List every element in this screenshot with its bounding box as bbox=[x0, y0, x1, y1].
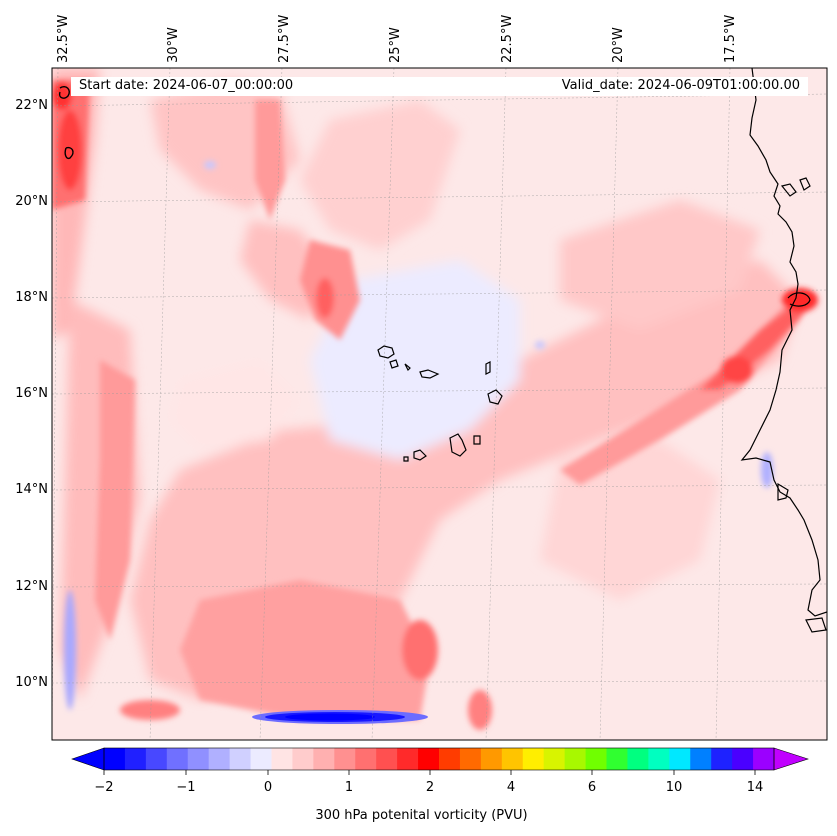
colorbar-cell bbox=[397, 748, 419, 770]
colorbar-title-text: 300 hPa potenital vorticity (PVU) bbox=[315, 808, 528, 823]
colorbar-cell bbox=[480, 748, 503, 770]
lon-label-25w: 25°W bbox=[388, 27, 403, 63]
colorbar-cell bbox=[418, 748, 440, 770]
lat-label-20n: 20°N bbox=[15, 194, 48, 209]
colorbar-cell bbox=[313, 748, 335, 770]
colorbar-cell bbox=[124, 748, 147, 770]
colorbar-cell bbox=[711, 748, 733, 770]
colorbar-cell bbox=[187, 748, 210, 770]
colorbar-cell bbox=[271, 748, 293, 770]
colorbar-cell bbox=[522, 748, 545, 770]
colorbar-cell bbox=[501, 748, 524, 770]
colorbar-tick-label: 6 bbox=[587, 780, 597, 795]
colorbar-cell bbox=[376, 748, 398, 770]
colorbar-extend-max bbox=[773, 747, 809, 771]
colorbar-cell bbox=[627, 748, 649, 770]
gridlines bbox=[52, 68, 827, 740]
lon-label-30w: 30°W bbox=[166, 27, 181, 63]
lat-label-16n: 16°N bbox=[15, 386, 48, 401]
lat-label-12n: 12°N bbox=[15, 579, 48, 594]
lon-label-17-5w: 17.5°W bbox=[723, 14, 738, 63]
colorbar-title: 300 hPa potenital vorticity (PVU) bbox=[0, 808, 837, 823]
colorbar-cell bbox=[606, 748, 628, 770]
colorbar-cell bbox=[669, 748, 691, 770]
coastline-west-africa bbox=[740, 68, 827, 633]
colorbar-cell bbox=[145, 748, 168, 770]
colorbar-cell bbox=[585, 748, 607, 770]
colorbar-cell bbox=[292, 748, 314, 770]
colorbar-cell bbox=[104, 748, 126, 770]
colorbar-tick-label: 4 bbox=[506, 780, 516, 795]
colorbar-tick-label: 2 bbox=[425, 780, 435, 795]
colorbar-cell bbox=[250, 748, 272, 770]
colorbar-cell bbox=[543, 748, 566, 770]
colorbar-tick-label: 1 bbox=[344, 780, 354, 795]
info-banner bbox=[71, 77, 808, 96]
coastline-west-edge bbox=[58, 86, 74, 160]
lon-label-22-5w: 22.5°W bbox=[500, 14, 515, 63]
colorbar bbox=[71, 747, 809, 775]
colorbar-tick-label: 10 bbox=[665, 780, 683, 795]
map-frame bbox=[51, 67, 828, 741]
pv-field bbox=[52, 68, 827, 740]
valid-date-text: Valid_date: 2024-06-09T01:00:00.00 bbox=[561, 78, 800, 93]
lat-label-22n: 22°N bbox=[15, 98, 48, 113]
cape-verde-islands bbox=[377, 345, 503, 462]
colorbar-cell bbox=[355, 748, 377, 770]
colorbar-extend-min bbox=[71, 747, 105, 771]
lat-label-14n: 14°N bbox=[15, 482, 48, 497]
colorbar-cell bbox=[208, 748, 231, 770]
lon-label-20w: 20°W bbox=[611, 27, 626, 63]
lon-label-27-5w: 27.5°W bbox=[277, 14, 292, 63]
colorbar-cell bbox=[166, 748, 189, 770]
colorbar-cell bbox=[459, 748, 482, 770]
colorbar-cell bbox=[732, 748, 754, 770]
lat-label-10n: 10°N bbox=[15, 675, 48, 690]
colorbar-tick-label: −2 bbox=[94, 780, 114, 795]
colorbar-cell bbox=[564, 748, 587, 770]
colorbar-cell bbox=[334, 748, 356, 770]
colorbar-cell bbox=[690, 748, 712, 770]
lon-label-32-5w: 32.5°W bbox=[56, 14, 71, 63]
colorbar-cell bbox=[439, 748, 461, 770]
colorbar-cell bbox=[229, 748, 252, 770]
colorbar-cell bbox=[753, 748, 775, 770]
lat-label-18n: 18°N bbox=[15, 290, 48, 305]
colorbar-cell bbox=[648, 748, 670, 770]
colorbar-tick-label: −1 bbox=[176, 780, 196, 795]
colorbar-tick-label: 0 bbox=[263, 780, 273, 795]
colorbar-tick-label: 14 bbox=[746, 780, 764, 795]
start-date-text: Start date: 2024-06-07_00:00:00 bbox=[79, 78, 294, 93]
